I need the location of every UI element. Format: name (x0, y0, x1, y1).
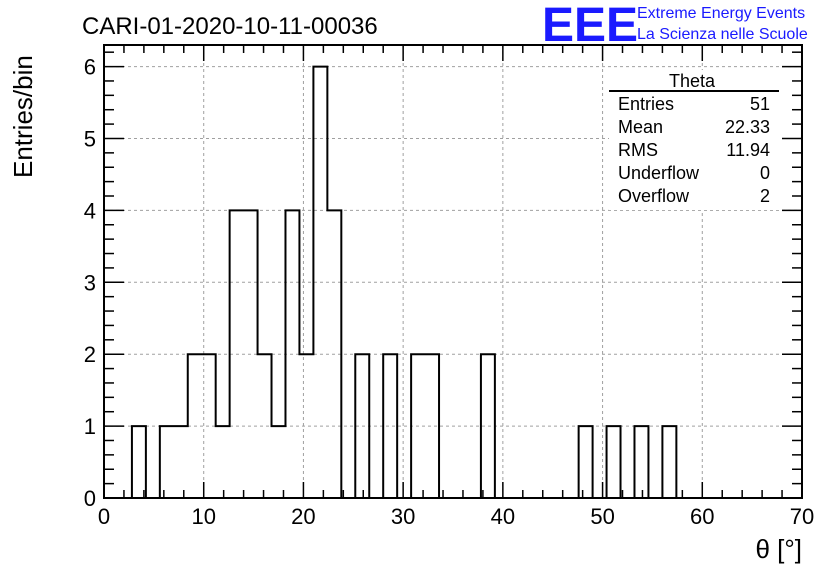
stats-title: Theta (669, 71, 716, 91)
histogram-bin (160, 426, 174, 498)
x-tick-label: 20 (291, 504, 315, 529)
x-tick-label: 70 (790, 504, 814, 529)
histogram-bin (383, 354, 397, 498)
eee-logo: EEE Extreme Energy Events La Scienza nel… (542, 0, 808, 52)
stats-box: Theta Entries 51 Mean 22.33 RMS 11.94 Underflo… (609, 70, 779, 210)
stats-label: Underflow (618, 163, 700, 183)
y-tick-label: 6 (84, 55, 96, 80)
y-tick-label: 4 (84, 198, 96, 223)
histogram-bin (258, 354, 272, 498)
stats-label: Mean (618, 117, 663, 137)
stats-value: 0 (760, 163, 770, 183)
histogram-bin (272, 426, 286, 498)
stats-value: 11.94 (726, 140, 770, 160)
stats-label: RMS (618, 140, 658, 160)
grid-lines (104, 45, 802, 498)
x-tick-label: 40 (491, 504, 515, 529)
logo-mark: EEE (542, 0, 638, 52)
chart-title: CARI-01-2020-10-11-00036 (82, 13, 378, 40)
x-tick-label: 0 (98, 504, 110, 529)
y-tick-label: 2 (84, 342, 96, 367)
stats-label: Entries (618, 94, 674, 114)
logo-line-1: Extreme Energy Events (637, 5, 805, 22)
stats-value: 51 (750, 94, 770, 114)
histogram-bin (132, 426, 146, 498)
stats-value: 2 (760, 186, 770, 206)
histogram-bin (607, 426, 621, 498)
stats-rows: Entries 51 Mean 22.33 RMS 11.94 Underflow 0 Over… (618, 94, 770, 206)
y-tick-label: 3 (84, 270, 96, 295)
x-tick-label: 10 (191, 504, 215, 529)
y-tick-label: 1 (84, 414, 96, 439)
x-tick-label: 30 (391, 504, 415, 529)
histogram-bin (174, 426, 188, 498)
y-tick-label: 0 (84, 486, 96, 511)
x-tick-label: 60 (690, 504, 714, 529)
x-tick-label: 50 (590, 504, 614, 529)
histogram-bin (634, 426, 648, 498)
plot-frame (103, 44, 803, 499)
stats-box-background (609, 70, 779, 210)
stats-value: 22.33 (725, 117, 770, 137)
stats-label: Overflow (618, 186, 690, 206)
histogram-bin (299, 354, 313, 498)
histogram-bin (579, 426, 593, 498)
histogram-bin (662, 426, 676, 498)
x-axis-label: θ [°] (755, 534, 802, 564)
y-axis-label: Entries/bin (8, 55, 38, 178)
y-tick-label: 5 (84, 126, 96, 151)
histogram-bin (216, 426, 230, 498)
logo-line-2: La Scienza nelle Scuole (637, 26, 808, 43)
